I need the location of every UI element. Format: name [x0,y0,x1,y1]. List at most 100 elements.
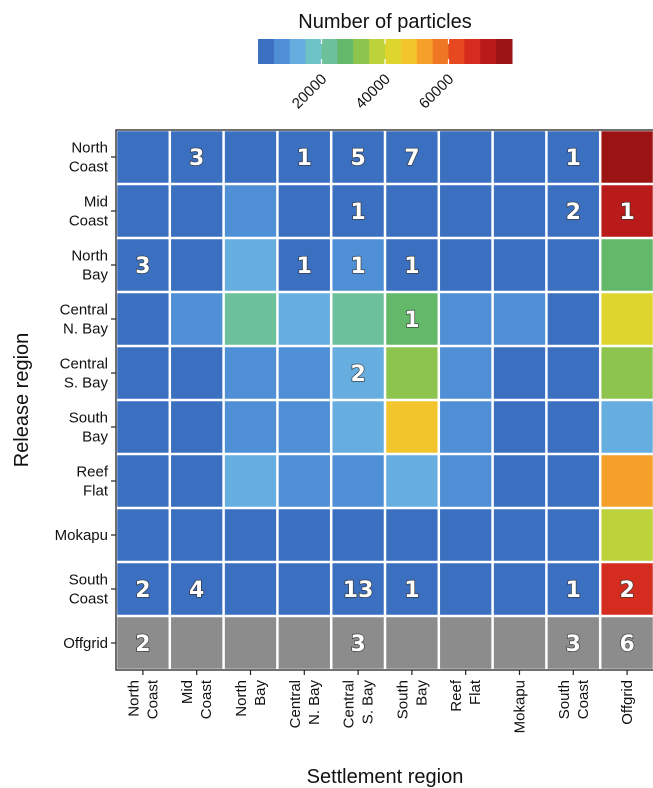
heatmap-cell [224,563,277,615]
heatmap-cell [386,293,438,345]
y-axis-title: Release region [11,333,33,468]
heatmap-cell [117,185,169,237]
heatmap-cell [493,131,546,183]
x-tick-label: Flat [467,679,484,705]
heatmap-cell [224,455,277,507]
heatmap-cell [332,455,384,507]
heatmap-cell [386,401,438,453]
legend-tick-label: 60000 [416,71,458,113]
heatmap-cell [117,347,169,399]
heatmap-cell [547,293,599,345]
x-axis-title: Settlement region [307,766,464,788]
legend-color-swatch [432,39,449,64]
cell-count-label: 2 [566,200,581,225]
heatmap-cell [601,455,653,507]
heatmap-cell [332,347,384,399]
x-tick-label: Central [341,680,358,728]
y-tick-label: S. Bay [64,375,109,392]
x-tick-label: Mokapu [512,680,529,733]
heatmap-cell [224,347,277,399]
heatmap-cell [601,239,653,291]
heatmap-cell [547,239,599,291]
heatmap-cell [332,239,384,291]
legend-color-swatch [289,39,307,64]
cell-count-label: 1 [404,254,419,279]
legend-color-swatch [337,39,354,64]
cell-count-label: 7 [404,146,419,171]
x-tick-label: Central [287,680,304,728]
heatmap-cell [171,239,223,291]
heatmap-cell [547,617,599,669]
heatmap-cell [386,347,438,399]
heatmap-cell [440,509,492,561]
heatmap-cell [117,239,169,291]
x-tick-label: Bay [413,680,430,706]
heatmap-cell [224,401,277,453]
cell-count-label: 1 [297,254,312,279]
heatmap-cell [601,131,653,183]
x-axis: North Coast Mid Coast North Bay Central N. Bay C… [125,670,636,733]
heatmap-cell [440,401,492,453]
heatmap-cell [278,509,330,561]
y-tick-label: Central [60,356,108,373]
heatmap-cell [171,347,223,399]
legend-color-swatch [321,39,338,64]
heatmap-cell [440,455,492,507]
heatmap-cell [493,347,546,399]
heatmap-cell [547,131,599,183]
cell-count-label: 3 [566,632,581,657]
y-tick-label: Flat [83,483,109,500]
legend-title: Number of particles [298,11,471,33]
y-tick-label: North [71,140,108,157]
heatmap-cell [440,293,492,345]
cell-count-label: 6 [619,632,634,657]
heatmap-cell [278,347,330,399]
y-tick-label: South [69,410,108,427]
y-tick-label: Mokapu [55,527,108,544]
y-tick-label: Coast [69,591,109,608]
cell-count-label: 2 [135,578,150,603]
cell-count-label: 1 [297,146,312,171]
legend-color-swatch [448,39,465,64]
heatmap-cell [171,509,223,561]
heatmap-cell [224,509,277,561]
heatmap-cell [278,563,330,615]
legend-color-swatch [353,39,370,64]
legend-tick-label: 20000 [289,71,331,113]
heatmap-cell [117,455,169,507]
heatmap-cell [601,401,653,453]
cell-count-label: 13 [343,578,374,603]
heatmap-cell [493,455,546,507]
heatmap-cell [601,347,653,399]
y-tick-label: Bay [82,267,108,284]
cell-count-label: 1 [404,578,419,603]
y-tick-label: N. Bay [63,321,109,338]
heatmap-cell [493,617,546,669]
heatmap-cell [601,293,653,345]
heatmap-cell [224,131,277,183]
heatmap-cell [440,617,492,669]
heatmap-cell [547,401,599,453]
legend-color-swatch [496,39,513,64]
cell-count-label: 4 [189,578,204,603]
heatmap-cell [278,617,330,669]
heatmap-cell [440,185,492,237]
cell-count-label: 2 [135,632,150,657]
x-tick-label: North [233,680,250,717]
heatmap-cell [332,563,384,615]
heatmap-cell [547,347,599,399]
heatmap-cell [601,563,653,615]
plot-border [115,129,653,671]
x-tick-label: South [556,680,573,719]
x-tick-label: Offgrid [619,680,636,725]
cell-count-label: 1 [404,308,419,333]
legend-color-swatch [305,39,322,64]
x-tick-label: Coast [575,679,592,719]
heatmap-cell [440,239,492,291]
heatmap-cell [547,509,599,561]
color-legend: Number of particles 20000 40000 60000 [258,11,513,112]
y-axis: North Coast Mid Coast North Bay Central N. Bay C… [55,140,116,652]
heatmap-cell [171,563,223,615]
cell-count-label: 3 [350,632,365,657]
